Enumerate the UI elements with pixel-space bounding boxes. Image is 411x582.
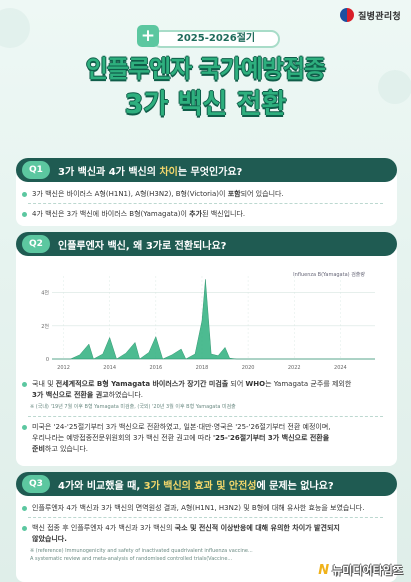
agency-emblem-icon — [340, 8, 355, 22]
q2-divider — [28, 416, 383, 417]
chart-y-tick-label: 4천 — [41, 290, 49, 297]
yamagata-detection-chart: 0 2천 4천 2012 2014 2016 2018 2020 2022 2024 — [41, 276, 375, 371]
q2-bullet-1-line2: 3가 백신으로 전환을 권고하였습니다. — [32, 391, 144, 399]
virus-decoration-right — [378, 70, 411, 104]
chart-x-tick-label: 2022 — [288, 365, 301, 371]
virus-decoration-left — [0, 8, 30, 48]
chart-x-tick-label: 2018 — [196, 365, 209, 371]
q3-bullet-1: 인플루엔자 4가 백신과 3가 백신의 면역원성 결과, A형(H1N1, H3… — [22, 503, 364, 513]
q3-bullet-2: 백신 접종 후 인플루엔자 4가 백신과 3가 백신의 국소 및 전신적 이상반… — [22, 523, 340, 533]
bullet-dot-icon — [22, 505, 27, 511]
chart-series-area — [52, 279, 375, 360]
q2-badge: Q2 — [22, 235, 50, 253]
q1-bullet-2: 4가 백신은 3가 백신에 바이러스 B형(Yamagata)이 추가된 백신입… — [22, 209, 245, 219]
q1-badge: Q1 — [22, 161, 50, 179]
q2-note: ※ (국내) '19년 7월 이후 B형 Yamagata 미검출, (국외) … — [30, 404, 236, 410]
bullet-dot-icon — [22, 211, 27, 217]
q1-bullet-1: 3가 백신은 바이러스 A형(H1N1), A형(H3N2), B형(Victo… — [22, 189, 284, 199]
medical-cross-icon: + — [137, 25, 159, 47]
q3-badge: Q3 — [22, 475, 50, 493]
bullet-dot-icon — [22, 424, 27, 430]
q2-bullet-2: 미국은 '24-'25절기부터 3가 백신으로 전환하였고, 일본·대만·영국은… — [22, 422, 331, 432]
q3-divider — [28, 517, 383, 518]
bullet-dot-icon — [22, 525, 27, 531]
q2-bullet-2-line3: 준비하고 있습니다. — [32, 445, 88, 453]
chart-y-tick-label: 0 — [46, 357, 49, 363]
agency-name: 질병관리청 — [358, 11, 401, 22]
q1-question-bar: Q1 3가 백신과 4가 백신의 차이는 무엇인가요? — [16, 158, 397, 182]
publisher-watermark: N 뉴미디어타임즈 — [318, 562, 403, 578]
bullet-dot-icon — [22, 381, 27, 387]
agency-logo: 질병관리청 — [340, 8, 401, 22]
q2-question-bar: Q2 인플루엔자 백신, 왜 3가로 전환되나요? — [16, 232, 397, 256]
season-label: 2025-2026절기 — [152, 30, 280, 48]
q3-reference-1: ※ (reference) Immunogenicity and safety … — [30, 548, 253, 554]
publisher-name: 뉴미디어타임즈 — [332, 564, 403, 577]
q3-bullet-2-line2: 않았습니다. — [32, 535, 67, 543]
q3-question: 4가와 비교했을 때, 3가 백신의 효과 및 안전성에 문제는 없나요? — [58, 480, 334, 492]
chart-x-tick-label: 2014 — [103, 365, 116, 371]
q1-divider — [28, 203, 383, 204]
page-title-line2: 3가 백신 전환 — [124, 89, 287, 120]
chart-x-tick-label: 2020 — [242, 365, 255, 371]
chart-x-tick-label: 2016 — [149, 365, 162, 371]
chart-x-tick-label: 2024 — [334, 365, 347, 371]
chart-x-tick-label: 2012 — [57, 365, 70, 371]
q1-question: 3가 백신과 4가 백신의 차이는 무엇인가요? — [58, 166, 243, 178]
chart-y-tick-label: 2천 — [41, 323, 49, 330]
chart-legend: Influenza B(Yamagata) 검출량 — [293, 272, 365, 278]
q2-question: 인플루엔자 백신, 왜 3가로 전환되나요? — [58, 240, 227, 252]
q3-reference-2: A systematic review and meta-analysis of… — [30, 556, 233, 562]
bullet-dot-icon — [22, 191, 27, 197]
q3-answer-card — [16, 484, 397, 582]
q3-question-bar: Q3 4가와 비교했을 때, 3가 백신의 효과 및 안전성에 문제는 없나요? — [16, 472, 397, 496]
q2-bullet-2-line2: 우리나라는 예방접종전문위원회의 3가 백신 전환 권고에 따라 '25-'26… — [32, 434, 330, 442]
page-title-line1: 인플루엔자 국가예방접종 — [85, 55, 326, 83]
q2-bullet-1: 국내 및 전세계적으로 B형 Yamagata 바이러스가 장기간 미검출 되어… — [22, 379, 351, 389]
publisher-mark: N — [318, 562, 330, 578]
